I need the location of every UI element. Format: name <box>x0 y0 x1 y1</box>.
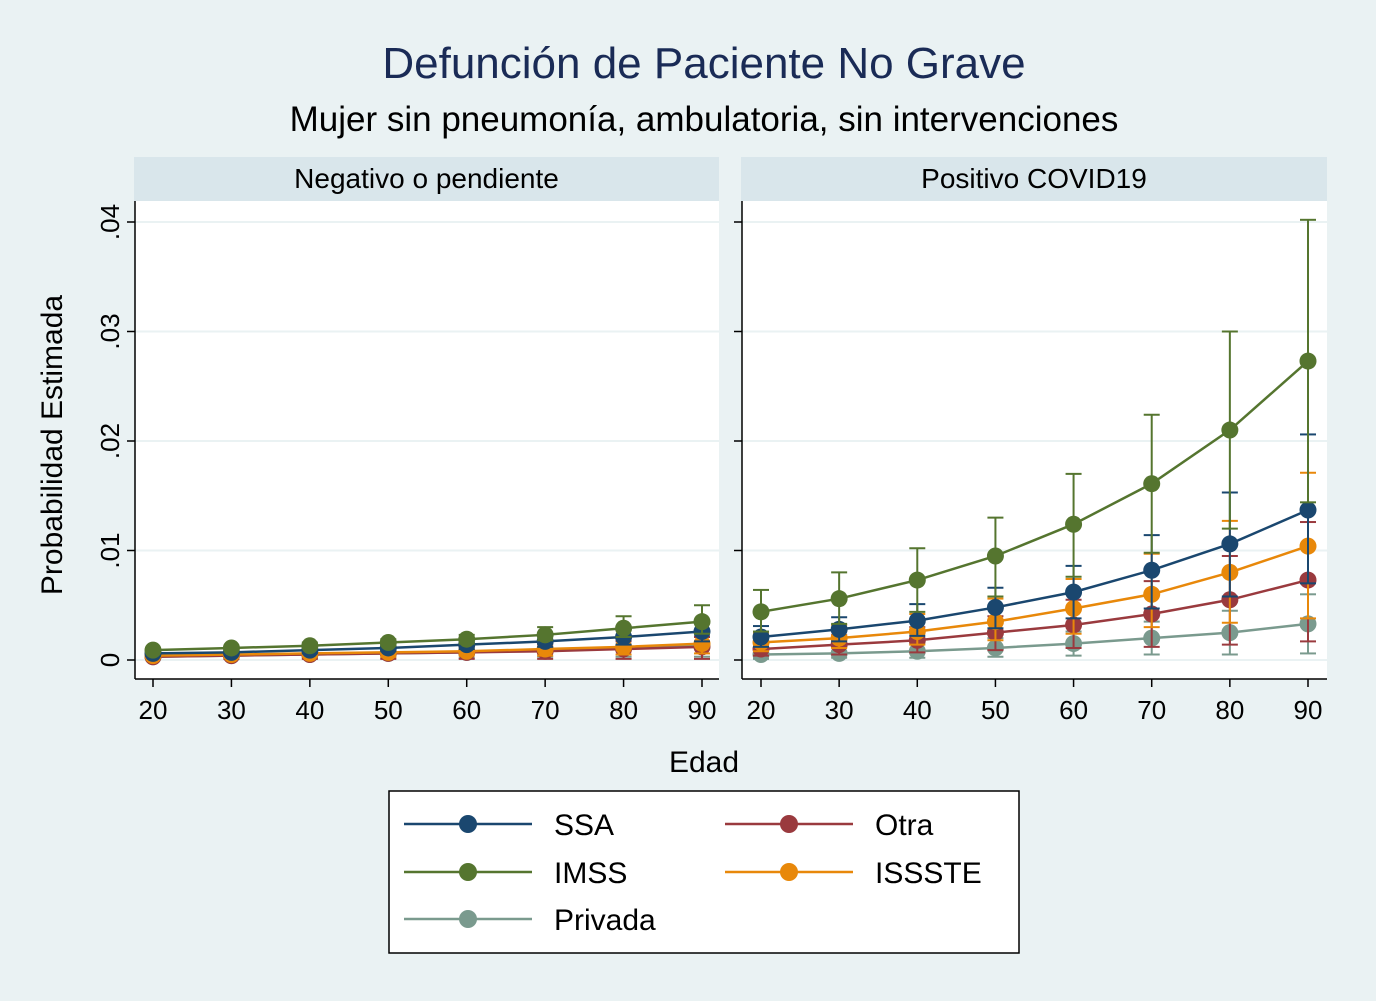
x-tick-label: 70 <box>531 695 560 725</box>
legend-item-privada: Privada <box>404 904 656 937</box>
data-point <box>1299 352 1317 370</box>
data-point <box>752 628 770 646</box>
x-axis-label: Edad <box>669 746 739 779</box>
series-line <box>152 642 703 657</box>
legend-label: IMSS <box>554 857 627 890</box>
x-tick-label: 60 <box>452 695 481 725</box>
panel-title: Positivo COVID19 <box>921 163 1147 194</box>
data-point <box>222 639 240 657</box>
data-point <box>1221 535 1239 553</box>
legend-swatch-marker <box>459 910 477 928</box>
legend-item-ssa: SSA <box>404 809 614 842</box>
x-tick-label: 90 <box>688 695 717 725</box>
data-point <box>752 603 770 621</box>
data-point <box>1221 421 1239 439</box>
data-point <box>693 635 711 653</box>
data-point <box>379 633 397 651</box>
panel-title: Negativo o pendiente <box>294 163 559 194</box>
legend-swatch-marker <box>780 815 798 833</box>
x-tick-label: 70 <box>1137 695 1166 725</box>
data-point <box>830 620 848 638</box>
series-imss <box>144 604 711 659</box>
data-point <box>615 619 633 637</box>
y-tick-label: 0 <box>95 653 125 667</box>
series-imss <box>752 218 1317 633</box>
x-tick-label: 30 <box>217 695 246 725</box>
series-line <box>760 622 1309 656</box>
legend-swatch-marker <box>780 863 798 881</box>
series-line <box>760 360 1309 614</box>
x-tick-label: 20 <box>139 695 168 725</box>
series-line <box>152 620 703 652</box>
legend-label: Privada <box>554 904 656 937</box>
series-line <box>760 544 1309 644</box>
x-tick-label: 40 <box>295 695 324 725</box>
y-tick-label: .04 <box>95 204 125 240</box>
panel-2: Positivo COVID19 20 30 40 50 60 70 80 90 <box>734 157 1327 725</box>
data-point <box>986 547 1004 565</box>
data-point <box>301 637 319 655</box>
y-tick-label: .03 <box>95 313 125 349</box>
data-point <box>1143 475 1161 493</box>
data-point <box>1065 583 1083 601</box>
legend-item-otra: Otra <box>725 809 934 842</box>
chart-subtitle: Mujer sin pneumonía, ambulatoria, sin in… <box>290 100 1119 139</box>
x-tick-label: 30 <box>825 695 854 725</box>
legend-swatch-marker <box>459 815 477 833</box>
data-point <box>1299 501 1317 519</box>
data-point <box>693 613 711 631</box>
data-point <box>1143 561 1161 579</box>
x-tick-label: 60 <box>1059 695 1088 725</box>
y-tick-label: .02 <box>95 423 125 459</box>
data-point <box>908 571 926 589</box>
y-axis-label: Probabilidad Estimada <box>36 295 69 595</box>
legend: SSA Otra IMSS ISSSTE Privada <box>388 790 1020 954</box>
data-point <box>1065 515 1083 533</box>
legend-swatch-marker <box>459 863 477 881</box>
data-point <box>908 612 926 630</box>
series-line <box>152 630 703 655</box>
panel-1: Negativo o pendiente 0 .01 .02 .03 .04 20 30 40 5… <box>95 157 719 725</box>
series-line <box>760 508 1309 639</box>
panel-strip <box>134 157 719 201</box>
legend-label: SSA <box>554 809 614 842</box>
legend-item-imss: IMSS <box>404 857 627 890</box>
x-tick-label: 20 <box>747 695 776 725</box>
chart-title: Defunción de Paciente No Grave <box>382 39 1025 88</box>
x-tick-label: 50 <box>981 695 1010 725</box>
x-tick-label: 40 <box>903 695 932 725</box>
legend-label: Otra <box>875 809 934 842</box>
x-tick-label: 80 <box>1215 695 1244 725</box>
x-tick-label: 50 <box>374 695 403 725</box>
data-point <box>458 630 476 648</box>
legend-item-issste: ISSSTE <box>725 857 982 890</box>
y-tick-label: .01 <box>95 532 125 568</box>
legend-label: ISSSTE <box>875 857 982 890</box>
series-line <box>760 578 1309 651</box>
x-tick-label: 90 <box>1294 695 1323 725</box>
data-point <box>144 641 162 659</box>
data-point <box>986 598 1004 616</box>
data-point <box>830 590 848 608</box>
data-point <box>536 626 554 644</box>
x-tick-label: 80 <box>609 695 638 725</box>
panel-strip <box>741 157 1327 201</box>
panels: Negativo o pendiente 0 .01 .02 .03 .04 20 30 40 5… <box>95 157 1327 725</box>
